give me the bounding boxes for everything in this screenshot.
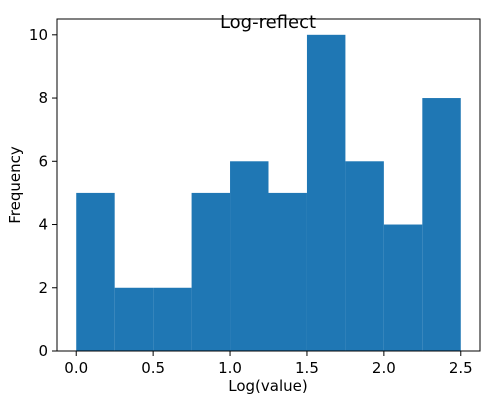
histogram-bar xyxy=(422,98,461,351)
plot-frame xyxy=(56,18,481,352)
chart-title: Log-reflect xyxy=(220,12,316,33)
x-tick-label: 0.5 xyxy=(141,359,165,377)
histogram-bar xyxy=(345,161,384,351)
histogram-bar xyxy=(191,192,231,351)
y-axis-ticks: 0 2 4 6 8 10 xyxy=(29,26,57,360)
y-tick-label: 2 xyxy=(38,279,48,297)
histogram-bar xyxy=(230,161,269,351)
y-tick-label: 0 xyxy=(38,342,48,360)
x-tick-label: 0.0 xyxy=(64,359,88,377)
y-tick-label: 8 xyxy=(38,89,48,107)
histogram-bar xyxy=(383,224,423,351)
x-axis-label: Log(value) xyxy=(228,377,307,395)
histogram-bar xyxy=(76,192,115,351)
x-tick-label: 1.5 xyxy=(295,359,319,377)
histogram-bar xyxy=(306,34,346,352)
x-axis-ticks: 0.0 0.5 1.0 1.5 2.0 2.5 xyxy=(64,351,473,377)
bars-group xyxy=(76,34,461,352)
histogram-bar xyxy=(153,287,192,351)
histogram-bar xyxy=(114,287,154,351)
histogram-bar xyxy=(268,192,307,351)
y-axis-label: Frequency xyxy=(6,146,24,224)
x-tick-label: 2.0 xyxy=(372,359,396,377)
y-tick-label: 6 xyxy=(38,152,48,170)
y-tick-label: 10 xyxy=(29,26,48,44)
x-tick-label: 2.5 xyxy=(449,359,473,377)
x-tick-label: 1.0 xyxy=(218,359,242,377)
y-tick-label: 4 xyxy=(38,216,48,234)
